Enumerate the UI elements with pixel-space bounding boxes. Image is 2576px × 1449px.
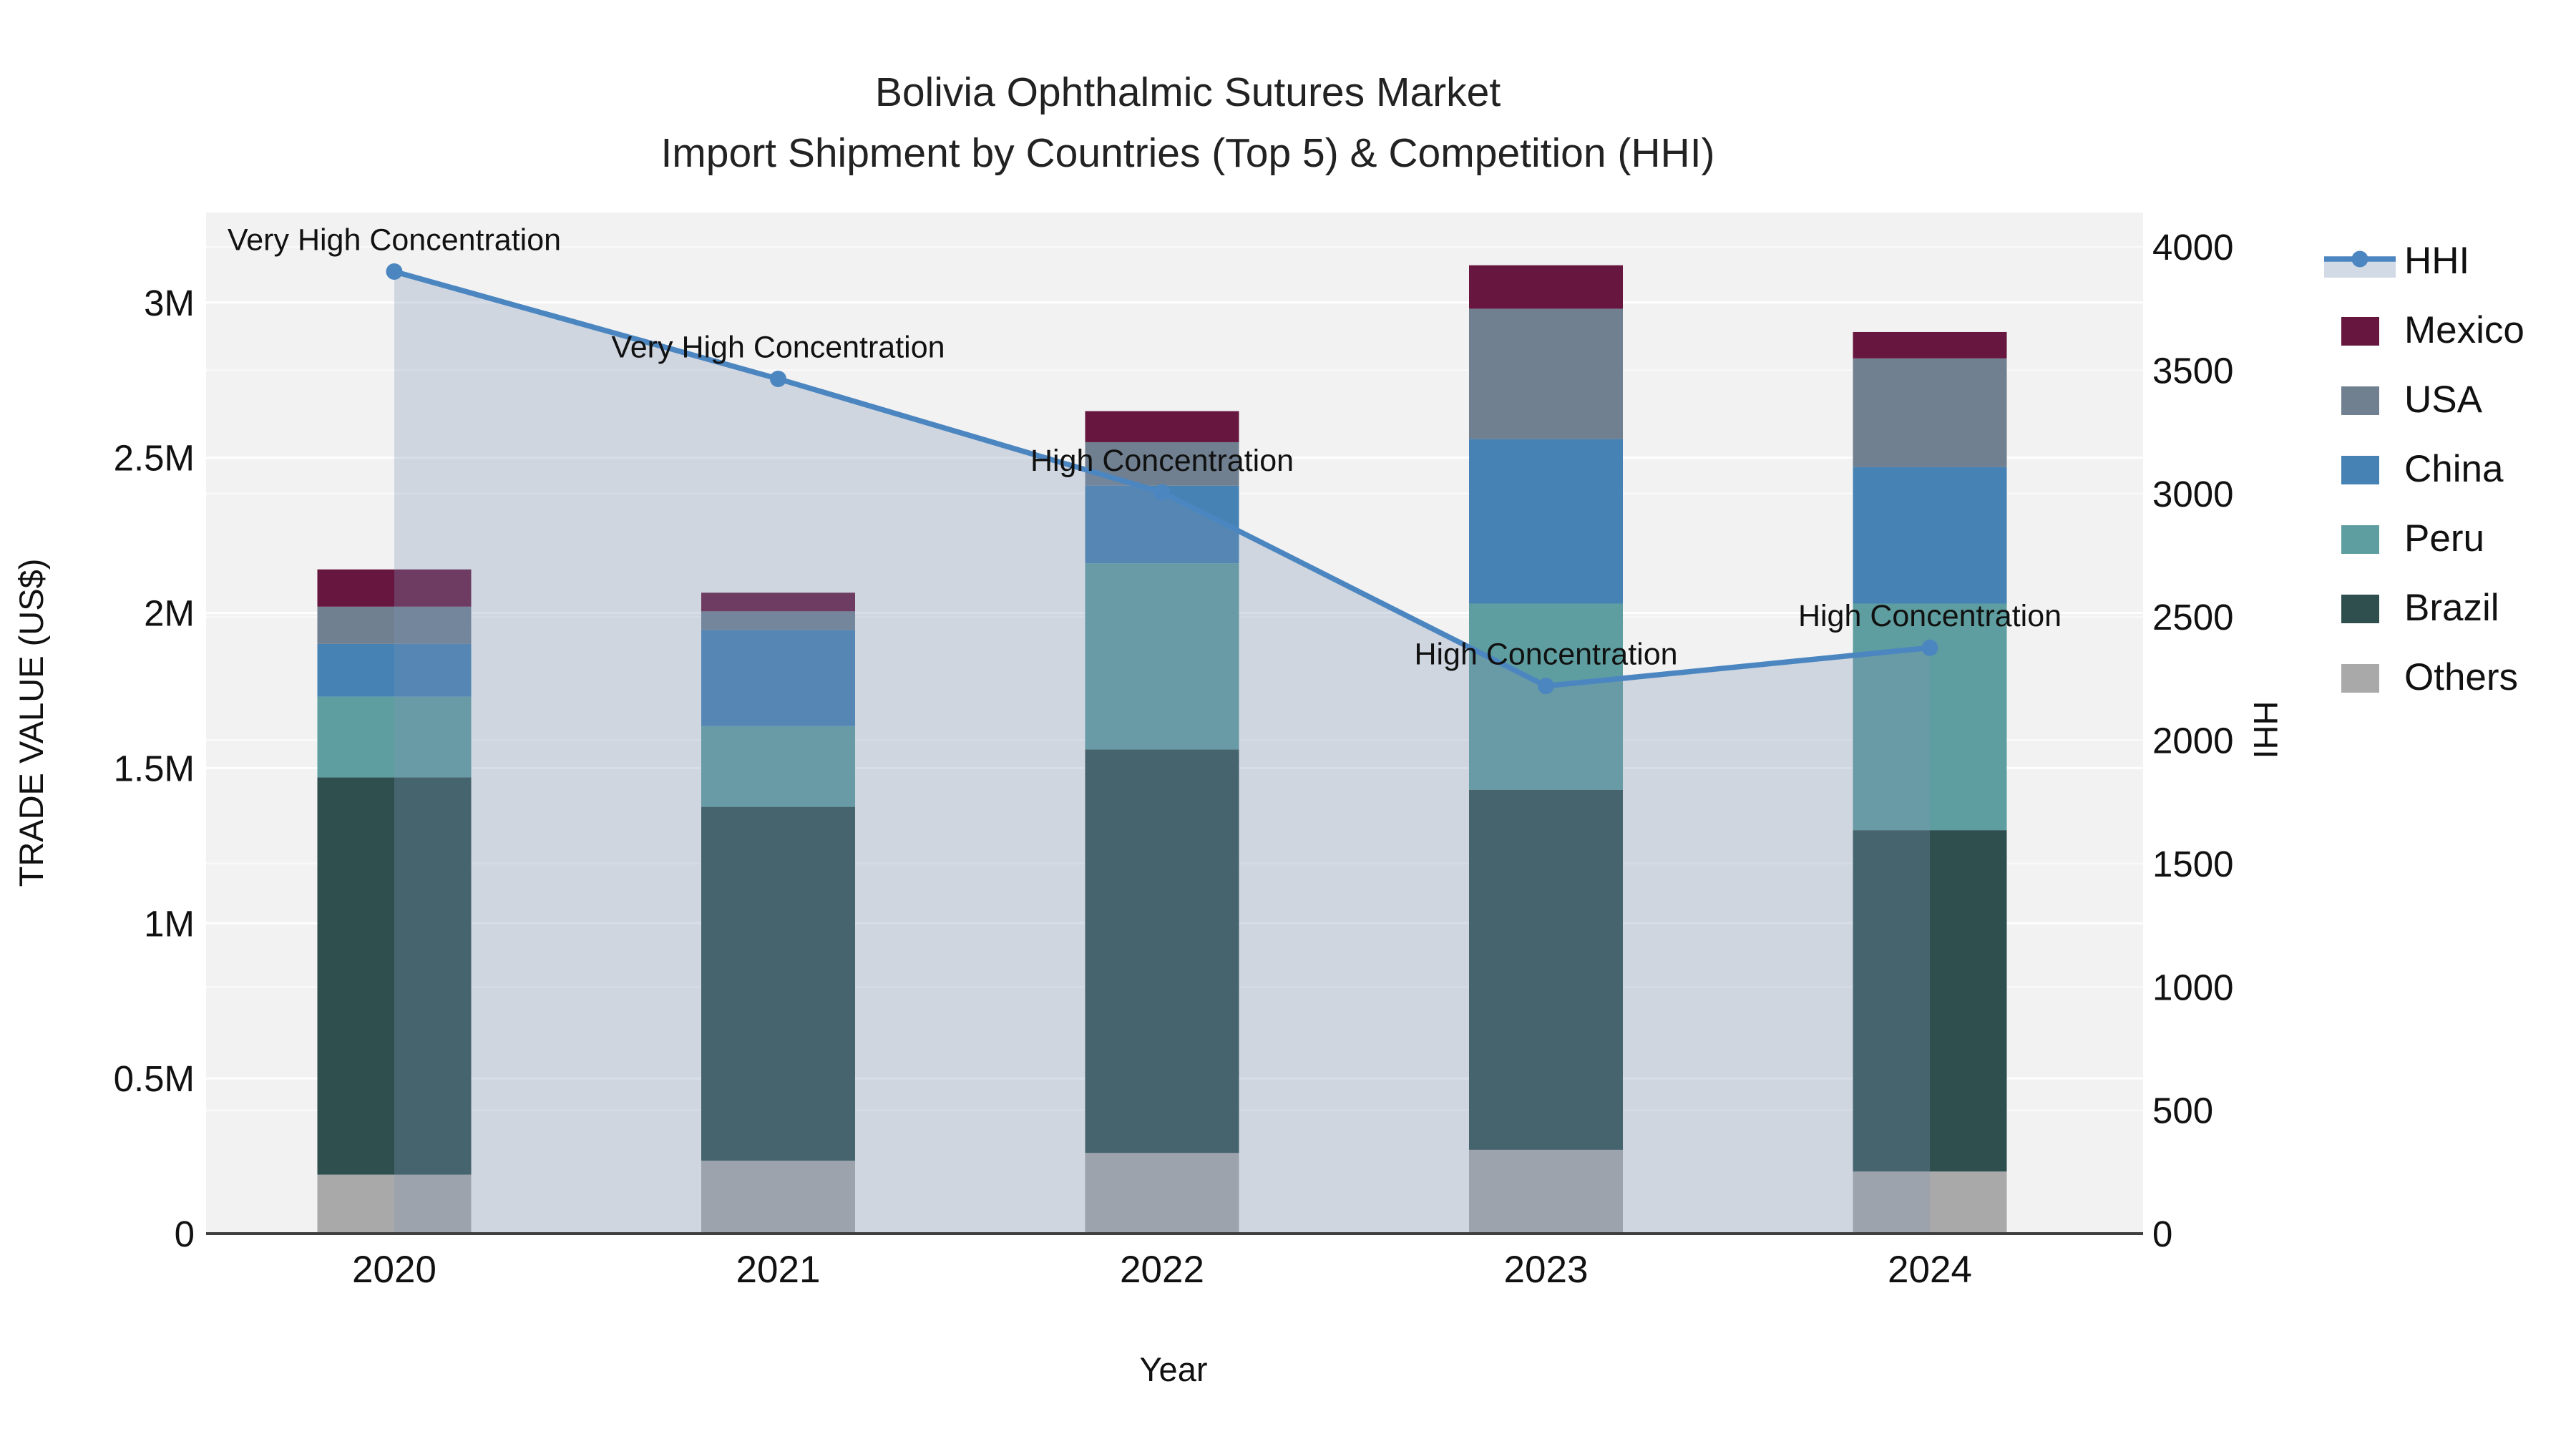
legend-label-usa: USA bbox=[2404, 379, 2483, 421]
bar-segment-2020-others bbox=[317, 1174, 472, 1234]
bar-segment-2021-usa bbox=[701, 611, 855, 630]
legend-label-peru: Peru bbox=[2404, 517, 2484, 560]
bar-segment-2023-mexico bbox=[1469, 265, 1623, 309]
y-axis-title-left: TRADE VALUE (US$) bbox=[12, 559, 50, 887]
legend-label-mexico: Mexico bbox=[2404, 309, 2524, 351]
legend-item-usa[interactable]: USA bbox=[2341, 379, 2483, 421]
hhi-line bbox=[386, 263, 1938, 695]
x-tick-2022: 2022 bbox=[1120, 1249, 1204, 1291]
hhi-marker-2024[interactable] bbox=[1921, 639, 1938, 656]
hhi-marker-2023[interactable] bbox=[1538, 678, 1554, 695]
x-tick-2024: 2024 bbox=[1888, 1249, 1972, 1291]
hhi-marker-2020[interactable] bbox=[386, 263, 403, 280]
bar-segment-2020-mexico bbox=[317, 569, 472, 607]
annotation-2022: High Concentration bbox=[1030, 444, 1294, 478]
bar-segment-2024-others bbox=[1853, 1171, 2007, 1234]
legend-label-others: Others bbox=[2404, 656, 2518, 698]
bar-segment-2022-peru bbox=[1085, 563, 1239, 750]
right-tick-1000: 1000 bbox=[2152, 967, 2233, 1008]
bar-segment-2021-china bbox=[701, 630, 855, 726]
legend-label-brazil: Brazil bbox=[2404, 587, 2499, 629]
bar-segment-2024-usa bbox=[1853, 358, 2007, 467]
right-tick-500: 500 bbox=[2152, 1091, 2213, 1131]
bar-segment-2023-others bbox=[1469, 1149, 1623, 1234]
left-tick-0: 0 bbox=[175, 1214, 195, 1254]
legend-item-peru[interactable]: Peru bbox=[2341, 517, 2484, 560]
chart-title-line1: Bolivia Ophthalmic Sutures Market bbox=[875, 69, 1501, 115]
bar-segment-2022-mexico bbox=[1085, 411, 1239, 442]
hhi-area-fill bbox=[394, 271, 1930, 1234]
x-tick-2020: 2020 bbox=[352, 1249, 436, 1291]
bar-segment-2023-peru bbox=[1469, 603, 1623, 790]
bar-segment-2021-others bbox=[701, 1161, 855, 1234]
y-axis-title-right: HHI bbox=[2247, 701, 2285, 759]
right-tick-3500: 3500 bbox=[2152, 350, 2233, 391]
hhi-annotations: Very High Concentration Very High Concent… bbox=[228, 223, 2062, 671]
x-axis-title: Year bbox=[1140, 1350, 1208, 1388]
left-tick-1.5M: 1.5M bbox=[114, 748, 195, 789]
x-tick-2023: 2023 bbox=[1504, 1249, 1589, 1291]
hhi-area-polygon bbox=[394, 271, 1930, 1234]
stacked-bars bbox=[317, 265, 2007, 1234]
left-tick-2M: 2M bbox=[144, 593, 195, 634]
left-tick-0.5M: 0.5M bbox=[114, 1058, 195, 1099]
legend-item-hhi[interactable]: HHI bbox=[2324, 240, 2469, 282]
bar-segment-2021-mexico bbox=[701, 592, 855, 612]
legend-swatch-mexico bbox=[2341, 317, 2379, 346]
right-tick-2500: 2500 bbox=[2152, 597, 2233, 638]
right-tick-2000: 2000 bbox=[2152, 721, 2233, 761]
chart-title-line2: Import Shipment by Countries (Top 5) & C… bbox=[660, 130, 1714, 176]
bar-segment-2023-usa bbox=[1469, 308, 1623, 439]
legend-swatch-others bbox=[2341, 664, 2379, 693]
x-tick-2021: 2021 bbox=[736, 1249, 821, 1291]
legend-label-hhi: HHI bbox=[2404, 240, 2469, 282]
bar-segment-2023-china bbox=[1469, 439, 1623, 604]
bar-segment-2023-brazil bbox=[1469, 789, 1623, 1150]
left-tick-1M: 1M bbox=[144, 903, 195, 944]
annotation-2020: Very High Concentration bbox=[228, 223, 561, 257]
annotation-2021: Very High Concentration bbox=[611, 330, 945, 364]
annotation-2024: High Concentration bbox=[1798, 599, 2062, 633]
left-tick-2.5M: 2.5M bbox=[114, 438, 195, 479]
left-tick-3M: 3M bbox=[144, 283, 195, 323]
axis-tick-labels: 0 0.5M 1M 1.5M 2M 2.5M 3M 0 500 1000 1500 2000 2500 3… bbox=[114, 227, 2234, 1291]
right-tick-0: 0 bbox=[2152, 1214, 2172, 1254]
bar-segment-2022-brazil bbox=[1085, 749, 1239, 1153]
legend-swatch-brazil bbox=[2341, 595, 2379, 623]
legend-swatch-usa bbox=[2341, 386, 2379, 415]
hhi-marker-2022[interactable] bbox=[1153, 484, 1171, 501]
bar-segment-2024-china bbox=[1853, 467, 2007, 604]
right-tick-1500: 1500 bbox=[2152, 844, 2233, 884]
bar-segment-2024-mexico bbox=[1853, 331, 2007, 358]
bar-segment-2020-china bbox=[317, 643, 472, 697]
legend-item-mexico[interactable]: Mexico bbox=[2341, 309, 2524, 351]
legend-item-china[interactable]: China bbox=[2341, 448, 2504, 490]
bar-segment-2020-brazil bbox=[317, 777, 472, 1175]
legend-swatch-china bbox=[2341, 456, 2379, 484]
bar-segment-2020-peru bbox=[317, 696, 472, 778]
right-tick-4000: 4000 bbox=[2152, 227, 2233, 268]
legend: HHI Mexico USA China Peru Brazil Others bbox=[2324, 240, 2524, 698]
legend-item-brazil[interactable]: Brazil bbox=[2341, 587, 2499, 629]
bar-segment-2021-peru bbox=[701, 726, 855, 807]
legend-swatch-peru bbox=[2341, 525, 2379, 554]
hhi-marker-2021[interactable] bbox=[770, 370, 786, 387]
bar-segment-2021-brazil bbox=[701, 806, 855, 1161]
bar-segment-2020-usa bbox=[317, 606, 472, 644]
right-tick-3000: 3000 bbox=[2152, 474, 2233, 514]
bar-segment-2022-others bbox=[1085, 1153, 1239, 1234]
legend-item-others[interactable]: Others bbox=[2341, 656, 2518, 698]
bar-segment-2024-brazil bbox=[1853, 830, 2007, 1172]
legend-label-china: China bbox=[2404, 448, 2504, 490]
legend-hhi-marker-swatch bbox=[2351, 250, 2368, 268]
annotation-2023: High Concentration bbox=[1414, 638, 1677, 672]
